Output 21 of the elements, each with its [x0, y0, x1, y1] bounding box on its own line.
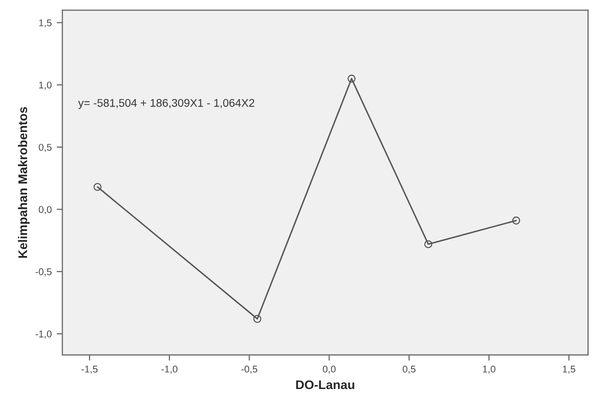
y-tick-label: 0,0 [38, 206, 52, 214]
y-tick-label: 1,5 [39, 19, 52, 28]
x-tick-label: 1,0 [482, 366, 496, 374]
annotation: y= -581,504 + 186,309X1 - 1,064X2 [78, 98, 254, 110]
x-tick-label: -0,5 [241, 366, 258, 374]
x-tick-label: -1,5 [82, 366, 98, 374]
y-tick-label: -0,5 [36, 268, 52, 276]
x-axis-title: DO-Lanau [296, 380, 354, 390]
point [348, 74, 356, 83]
point [512, 216, 520, 225]
point [424, 240, 432, 248]
y-tick-label: 0,5 [38, 144, 52, 152]
y-tick-label: -1,0 [36, 330, 52, 339]
x-tick-label: 0,0 [322, 366, 336, 374]
point [253, 314, 262, 323]
x-tick-label: 0,5 [402, 366, 416, 374]
y-axis-title: Kelimpahan Makrobentos [18, 107, 30, 258]
point [94, 182, 102, 191]
y-tick-label: 1,0 [39, 82, 52, 90]
x-tick-label: 1,5 [562, 366, 576, 374]
x-tick-label: -1,0 [161, 366, 178, 374]
